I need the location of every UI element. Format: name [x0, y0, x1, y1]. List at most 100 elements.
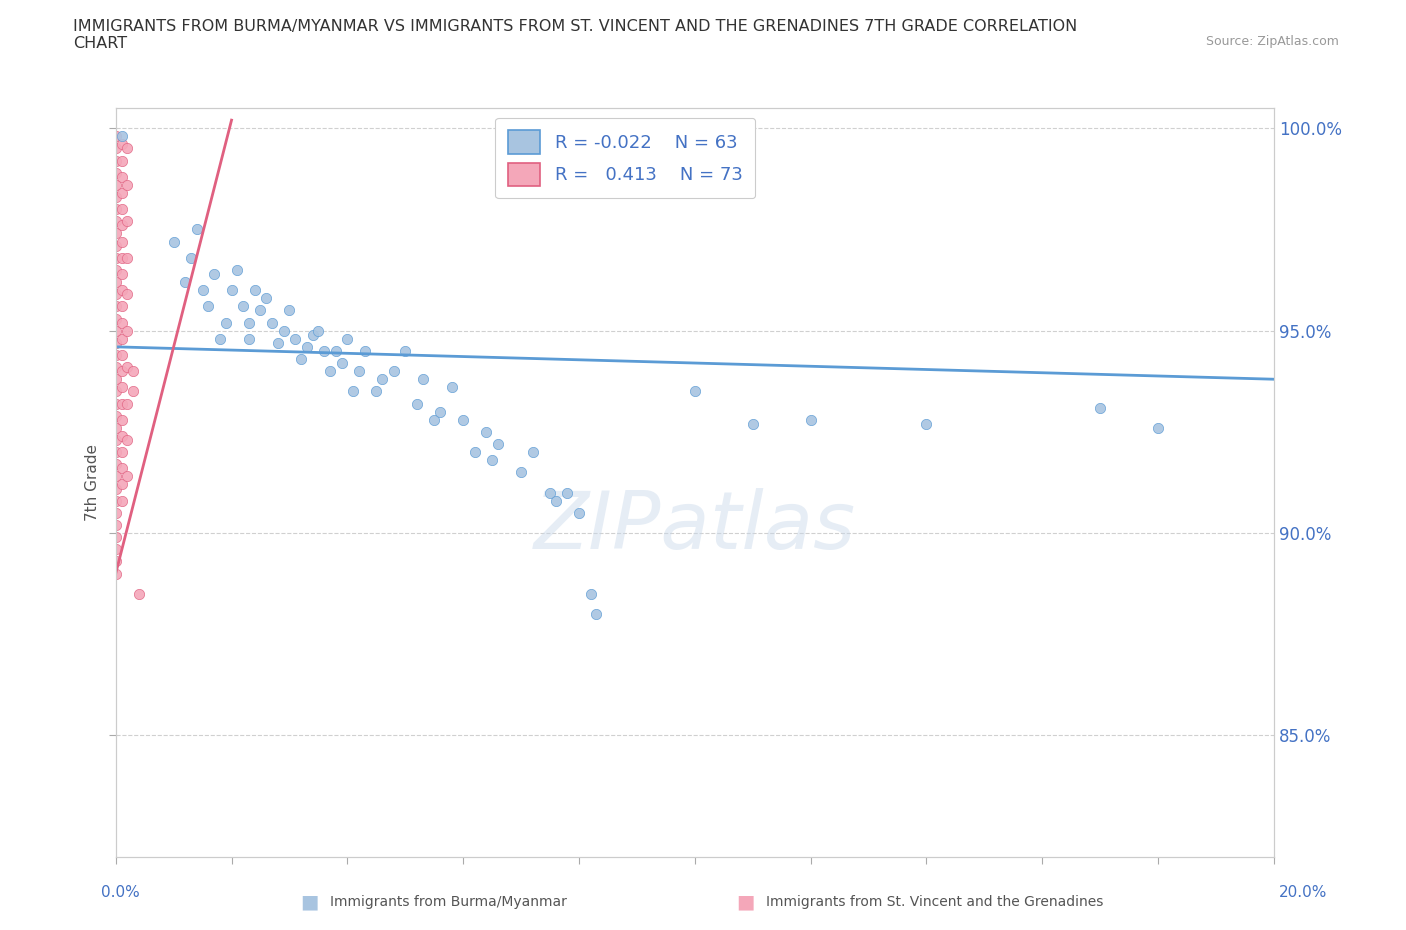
Point: [522, 445, 544, 459]
Point: [110, 331, 132, 346]
Text: 0.0%: 0.0%: [101, 885, 141, 900]
Point: [104, 336, 127, 351]
Point: [104, 299, 127, 313]
Point: [104, 214, 127, 229]
Point: [568, 505, 591, 520]
Legend: R = -0.022    N = 63, R =   0.413    N = 73: R = -0.022 N = 63, R = 0.413 N = 73: [495, 118, 755, 198]
Point: [585, 606, 607, 621]
Point: [238, 331, 260, 346]
Point: [440, 379, 463, 394]
Point: [186, 222, 208, 237]
Point: [104, 226, 127, 241]
Point: [915, 417, 938, 432]
Point: [262, 315, 284, 330]
Point: [110, 396, 132, 411]
Point: [104, 432, 127, 447]
Point: [117, 360, 139, 375]
Point: [104, 324, 127, 339]
Point: [290, 352, 312, 366]
Point: [117, 250, 139, 265]
Point: [104, 384, 127, 399]
Point: [104, 517, 127, 532]
Text: ZIPatlas: ZIPatlas: [534, 488, 856, 566]
Point: [110, 234, 132, 249]
Point: [412, 372, 434, 387]
Point: [232, 299, 254, 313]
Point: [104, 566, 127, 581]
Point: [544, 493, 567, 508]
Point: [110, 429, 132, 444]
Point: [423, 412, 446, 427]
Point: [104, 286, 127, 301]
Point: [110, 493, 132, 508]
Point: [347, 364, 370, 379]
Point: [254, 291, 277, 306]
Point: [104, 420, 127, 435]
Point: [202, 267, 225, 282]
Point: [104, 554, 127, 569]
Point: [486, 436, 509, 451]
Point: [104, 153, 127, 168]
Point: [429, 405, 451, 419]
Text: IMMIGRANTS FROM BURMA/MYANMAR VS IMMIGRANTS FROM ST. VINCENT AND THE GRENADINES : IMMIGRANTS FROM BURMA/MYANMAR VS IMMIGRA…: [73, 19, 1077, 51]
Point: [226, 262, 249, 277]
Point: [110, 218, 132, 232]
Point: [336, 331, 359, 346]
Point: [104, 372, 127, 387]
Point: [117, 324, 139, 339]
Point: [110, 267, 132, 282]
Point: [104, 311, 127, 325]
Y-axis label: 7th Grade: 7th Grade: [86, 444, 100, 521]
Point: [110, 283, 132, 298]
Point: [122, 364, 145, 379]
Point: [538, 485, 561, 500]
Text: Immigrants from St. Vincent and the Grenadines: Immigrants from St. Vincent and the Gren…: [766, 895, 1104, 910]
Point: [104, 445, 127, 459]
Text: Immigrants from Burma/Myanmar: Immigrants from Burma/Myanmar: [330, 895, 567, 910]
Point: [104, 530, 127, 545]
Point: [295, 339, 318, 354]
Point: [278, 303, 301, 318]
Point: [104, 238, 127, 253]
Point: [117, 214, 139, 229]
Point: [221, 283, 243, 298]
Point: [284, 331, 307, 346]
Point: [110, 186, 132, 201]
Point: [117, 396, 139, 411]
Point: [314, 343, 336, 358]
Point: [104, 166, 127, 180]
Point: [104, 396, 127, 411]
Text: ■: ■: [299, 893, 319, 911]
Point: [110, 461, 132, 476]
Point: [117, 469, 139, 484]
Point: [238, 315, 260, 330]
Point: [104, 408, 127, 423]
Point: [110, 250, 132, 265]
Point: [104, 190, 127, 205]
Point: [110, 364, 132, 379]
Point: [110, 379, 132, 394]
Point: [104, 542, 127, 557]
Point: [110, 202, 132, 217]
Point: [110, 299, 132, 313]
Point: [191, 283, 214, 298]
Point: [128, 586, 150, 601]
Point: [197, 299, 219, 313]
Point: [451, 412, 474, 427]
Point: [104, 141, 127, 156]
Text: ■: ■: [735, 893, 755, 911]
Point: [104, 457, 127, 472]
Point: [1090, 400, 1112, 415]
Point: [180, 250, 202, 265]
Point: [162, 234, 184, 249]
Point: [371, 372, 394, 387]
Point: [243, 283, 266, 298]
Point: [366, 384, 388, 399]
Point: [557, 485, 579, 500]
Point: [405, 396, 427, 411]
Point: [104, 481, 127, 496]
Point: [104, 360, 127, 375]
Point: [579, 586, 602, 601]
Point: [104, 250, 127, 265]
Point: [208, 331, 231, 346]
